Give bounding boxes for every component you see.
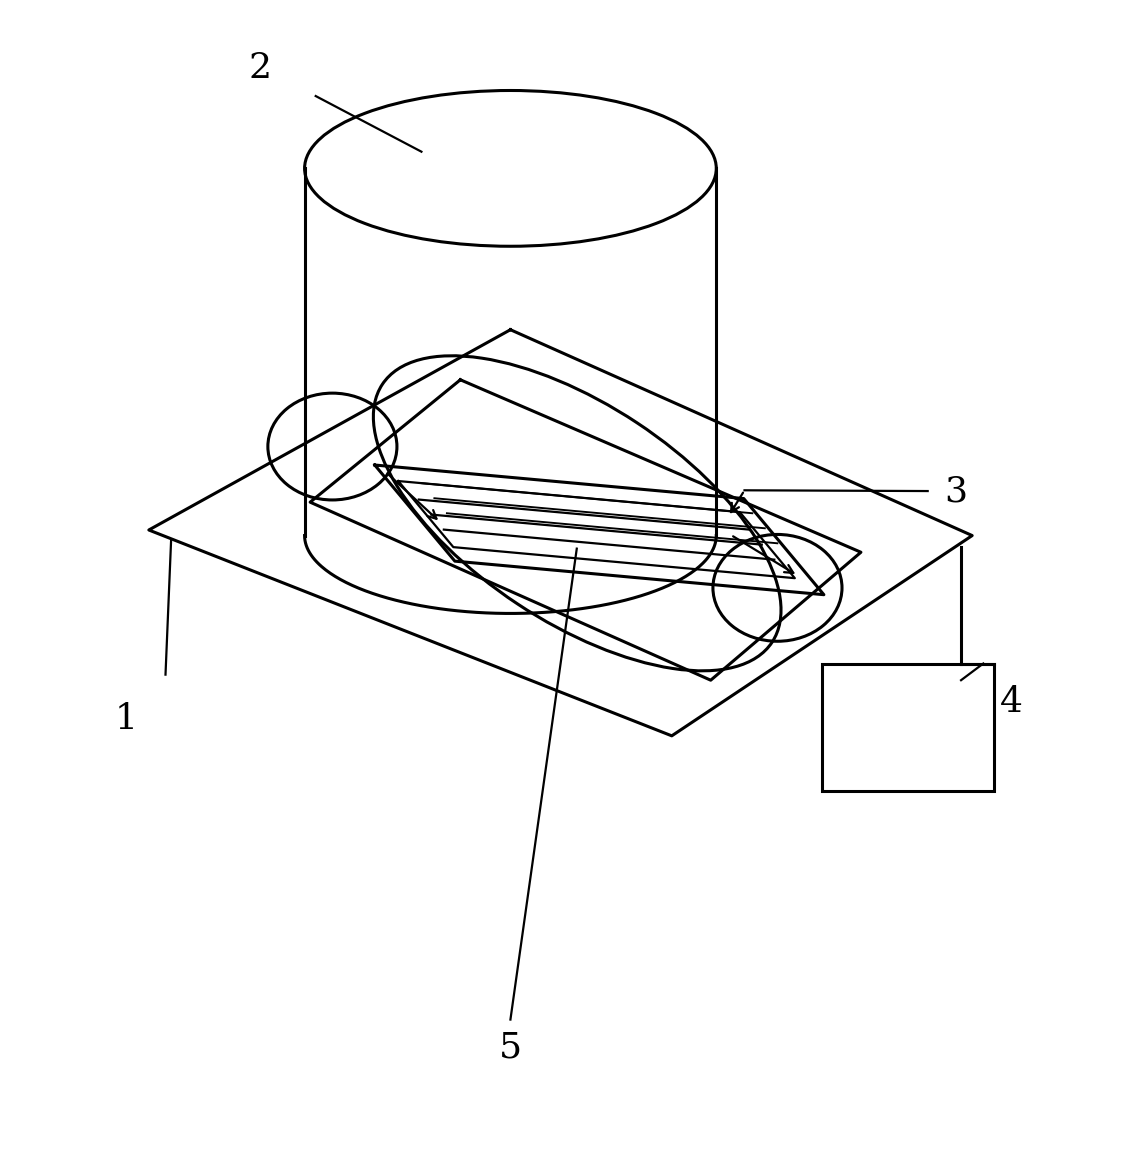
Text: 1: 1 xyxy=(115,702,138,737)
Text: 2: 2 xyxy=(249,52,271,85)
Text: 4: 4 xyxy=(1000,686,1022,719)
Bar xyxy=(822,663,994,792)
Text: 3: 3 xyxy=(944,475,967,508)
Text: 5: 5 xyxy=(499,1031,522,1064)
